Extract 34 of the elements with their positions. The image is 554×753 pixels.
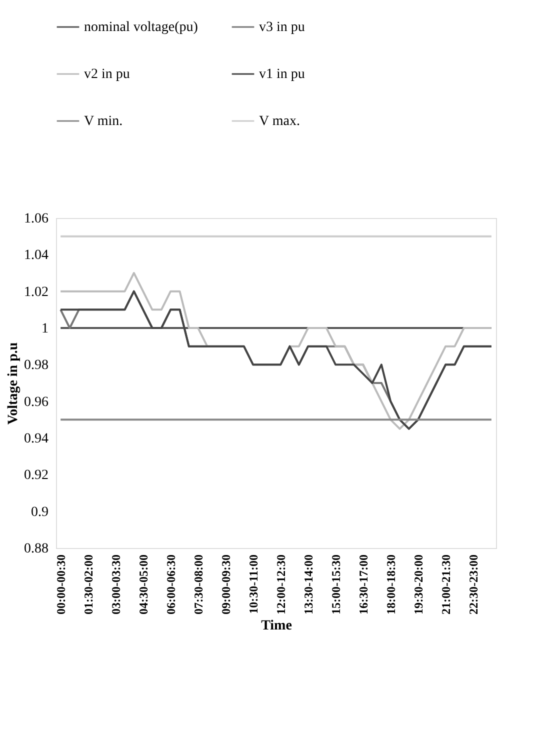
x-tick-label: 19:30-20:00 <box>412 554 426 614</box>
x-tick-label: 06:00-06:30 <box>164 554 178 614</box>
legend-label: v2 in pu <box>84 67 130 82</box>
y-axis-title: Voltage in p.u <box>6 342 21 425</box>
y-tick-label: 0.98 <box>24 358 48 374</box>
y-tick-label: 0.9 <box>31 504 48 520</box>
y-tick-label: 0.96 <box>24 394 48 410</box>
x-tick-label: 10:30-11:00 <box>246 554 261 614</box>
x-tick-label: 04:30-05:00 <box>136 554 151 614</box>
x-tick-label: 21:00-21:30 <box>439 554 454 614</box>
x-tick-label: 16:30-17:00 <box>356 554 371 614</box>
x-tick-label: 07:30-08:00 <box>192 554 206 614</box>
y-tick-label: 1.02 <box>24 284 48 300</box>
x-tick-label: 13:30-14:00 <box>302 554 316 614</box>
legend-label: nominal voltage(pu) <box>84 20 198 35</box>
legend-label: V min. <box>84 114 123 129</box>
y-tick-label: 0.94 <box>24 432 48 446</box>
x-tick-label: 03:00-03:30 <box>109 554 124 614</box>
y-tick-label: 1 <box>42 322 48 336</box>
y-tick-label: 0.88 <box>24 542 48 556</box>
y-tick-label: 1.04 <box>24 248 48 264</box>
x-tick-label: 15:00-15:30 <box>329 554 344 614</box>
x-tick-label: 18:00-18:30 <box>384 554 398 614</box>
y-tick-label: 1.06 <box>24 212 48 226</box>
legend-label: v3 in pu <box>259 20 305 35</box>
x-tick-label: 12:00-12:30 <box>274 554 288 614</box>
legend-label: V max. <box>259 114 300 129</box>
y-tick-label: 0.92 <box>24 468 48 484</box>
x-axis-title: Time <box>261 618 292 634</box>
x-tick-label: 22:30-23:00 <box>466 554 481 614</box>
x-tick-label: 09:00-09:30 <box>219 554 234 614</box>
x-tick-label: 00:00-00:30 <box>54 554 68 614</box>
legend-label: v1 in pu <box>259 67 305 82</box>
x-tick-label: 01:30-02:00 <box>82 554 96 614</box>
